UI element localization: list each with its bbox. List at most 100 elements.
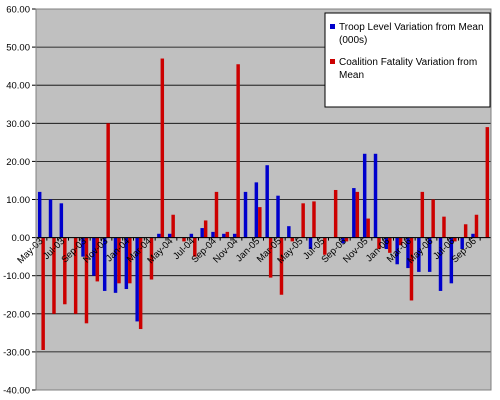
fatality-bar — [160, 58, 165, 238]
troop-bar — [287, 226, 291, 238]
fatality-bar — [193, 237, 197, 257]
troop-bar — [471, 233, 475, 238]
troop-bar — [157, 233, 161, 238]
legend-label-troop-line2: (000s) — [339, 35, 367, 46]
fatality-bar — [73, 237, 78, 314]
legend-box — [324, 12, 491, 108]
fatality-bar — [149, 237, 154, 280]
fatality-bar — [290, 237, 295, 242]
troop-bar — [189, 233, 194, 238]
troop-bar — [406, 237, 410, 269]
fatality-bar — [63, 237, 67, 305]
fatality-bar — [409, 237, 414, 301]
troop-bar — [200, 228, 204, 238]
troop-bar — [341, 237, 345, 244]
troop-bar — [417, 237, 421, 272]
troop-bar — [211, 231, 215, 238]
y-tick-label: -10.00 — [3, 271, 30, 282]
legend-label-troop: Troop Level Variation from Mean (000s) — [339, 22, 486, 46]
fatality-bar — [171, 214, 175, 238]
fatality-bar — [463, 224, 468, 238]
troop-bar — [222, 233, 226, 238]
fatality-bar — [268, 237, 273, 278]
troop-bar — [37, 191, 42, 238]
bars — [37, 58, 490, 350]
y-tick-label: 50.00 — [6, 43, 30, 54]
troop-bar — [243, 191, 248, 238]
troop-bar — [135, 237, 139, 322]
legend-label-troop-line1: Troop Level Variation from Mean — [339, 22, 484, 33]
y-tick-label: 20.00 — [6, 157, 30, 168]
legend: Troop Level Variation from Mean (000s) C… — [324, 12, 491, 108]
y-tick-label: 30.00 — [6, 119, 30, 130]
fatality-bar — [84, 237, 89, 324]
y-axis-ticks: -40.00 -30.00 -20.00 -10.00 0.00 10.00 20.00 30… — [3, 5, 36, 397]
plot-border — [35, 8, 492, 391]
troop-bar — [395, 237, 399, 265]
y-tick-label: 10.00 — [6, 195, 30, 206]
troop-bar — [265, 165, 269, 238]
fatality-bar — [442, 216, 446, 238]
fatality-bar — [474, 214, 479, 238]
legend-label-fatality-line1: Coalition Fatality Variation from — [339, 57, 477, 68]
y-tick-label: 40.00 — [6, 81, 30, 92]
y-tick-label: -20.00 — [3, 309, 30, 320]
fatality-bar — [333, 189, 338, 238]
fatality-bar — [377, 237, 381, 250]
troop-bar — [232, 233, 237, 238]
legend-label-fatality-line2: Mean — [339, 70, 364, 81]
troop-bar — [254, 182, 259, 238]
troop-bar — [48, 199, 53, 238]
y-tick-label: 0.00 — [12, 233, 31, 244]
troop-bar — [352, 188, 356, 238]
fatality-bar — [128, 237, 132, 284]
fatality-bar — [453, 237, 457, 242]
fatality-bar — [138, 237, 143, 330]
troop-bar — [384, 237, 389, 250]
y-tick-label: -30.00 — [3, 347, 30, 358]
fatality-bar — [41, 237, 45, 350]
troop-bar — [81, 237, 85, 257]
legend-swatch-fatality — [330, 59, 335, 64]
fatality-bar — [279, 237, 284, 295]
fatality-bar — [95, 237, 100, 282]
fatality-bar — [214, 191, 219, 238]
fatality-bar — [258, 207, 262, 238]
fatality-bar — [388, 237, 392, 253]
troop-bar — [373, 153, 378, 238]
fatality-bar — [366, 218, 370, 238]
legend-label-fatality: Coalition Fatality Variation from Mean — [339, 57, 480, 81]
troop-bar — [460, 237, 464, 250]
troop-bar — [427, 237, 432, 272]
fatality-bar — [203, 220, 208, 238]
troop-bar — [438, 237, 443, 291]
troop-bar — [102, 237, 107, 291]
fatality-bar — [323, 237, 327, 255]
fatality-bar — [301, 203, 305, 238]
troop-bar — [59, 203, 64, 238]
y-tick-label: 60.00 — [6, 5, 30, 16]
troop-bar — [276, 195, 280, 238]
troop-bar — [167, 233, 172, 238]
fatality-bar — [355, 191, 360, 238]
fatality-bar — [236, 64, 240, 238]
troop-bar — [124, 237, 129, 290]
troop-bar — [113, 237, 118, 293]
fatality-bar — [52, 237, 56, 314]
fatality-bar — [485, 127, 490, 238]
fatality-bar — [344, 237, 349, 242]
fatality-bar — [106, 123, 110, 238]
troop-bar — [362, 153, 367, 238]
fatality-bar — [182, 237, 186, 242]
y-tick-label: -40.00 — [3, 386, 30, 397]
fatality-bar — [312, 201, 316, 238]
troop-bar — [308, 237, 313, 250]
fatality-bar — [398, 237, 403, 246]
troop-bar — [92, 237, 96, 276]
fatality-bar — [225, 231, 230, 238]
legend-swatch-troop — [330, 24, 335, 29]
troop-bar — [449, 237, 454, 284]
fatality-bar — [117, 237, 121, 284]
fatality-bar — [431, 199, 435, 238]
